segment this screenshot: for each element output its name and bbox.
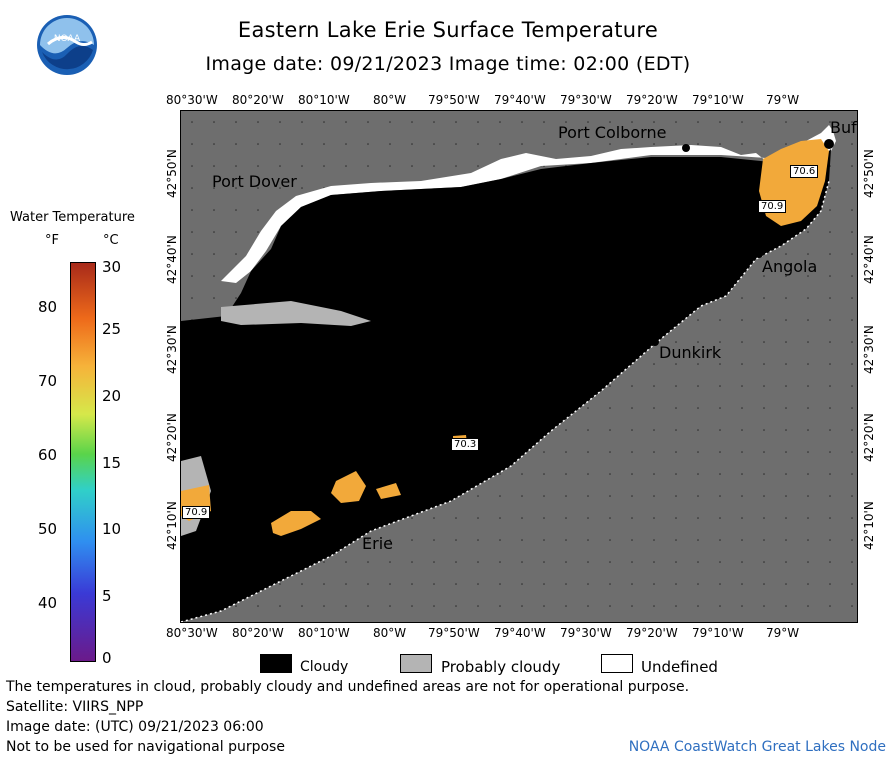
lon-tick-bottom-9: 79°10'W (692, 626, 744, 640)
temp-label-buffalo-b: 70.9 (758, 200, 787, 213)
lat-tick-right-4: 42°20'N (862, 413, 876, 462)
lake-map (180, 111, 857, 623)
legend-title: Water Temperature (10, 210, 135, 225)
lat-tick-left-1: 42°50'N (165, 149, 179, 198)
lat-tick-right-1: 42°50'N (862, 149, 876, 198)
key-probably-cloudy-label: Probably cloudy (441, 658, 561, 676)
color-bar-f-80: 80 (38, 298, 58, 316)
color-bar-c-10: 10 (102, 520, 122, 538)
place-port-colborne: Port Colborne (558, 123, 667, 142)
logo-text: NOAA (54, 34, 81, 44)
lat-tick-right-5: 42°10'N (862, 501, 876, 550)
lat-tick-left-4: 42°20'N (165, 413, 179, 462)
color-bar (70, 262, 96, 662)
lat-tick-left-5: 42°10'N (165, 501, 179, 550)
lon-tick-bottom-10: 79°W (766, 626, 800, 640)
color-bar-c-25: 25 (102, 320, 122, 338)
temp-label-mid-lake: 70.3 (451, 438, 480, 451)
lon-tick-top-7: 79°30'W (560, 93, 612, 107)
place-dunkirk: Dunkirk (659, 343, 722, 362)
lon-tick-top-6: 79°40'W (494, 93, 546, 107)
temp-label-buffalo-a: 70.6 (790, 165, 819, 178)
color-bar-f-40: 40 (38, 594, 58, 612)
key-probably-cloudy-swatch (400, 654, 432, 673)
footer-credit-link[interactable]: NOAA CoastWatch Great Lakes Node (628, 739, 886, 755)
lon-tick-bottom-3: 80°10'W (298, 626, 350, 640)
lon-tick-bottom-1: 80°30'W (166, 626, 218, 640)
color-bar-c-5: 5 (102, 587, 112, 605)
lon-tick-bottom-4: 80°W (373, 626, 407, 640)
key-undefined-swatch (601, 654, 633, 673)
place-erie: Erie (362, 534, 393, 553)
color-bar-c-20: 20 (102, 387, 122, 405)
color-bar-f-70: 70 (38, 372, 58, 390)
noaa-logo: NOAA (36, 14, 98, 76)
footer-navigation-warning: Not to be used for navigational purpose (6, 739, 285, 755)
lon-tick-bottom-5: 79°50'W (428, 626, 480, 640)
map-frame (180, 110, 858, 623)
warm-water-erie (271, 511, 321, 536)
lon-tick-top-2: 80°20'W (232, 93, 284, 107)
place-buffalo: Buf (830, 118, 857, 137)
color-bar-c-15: 15 (102, 454, 122, 472)
lon-tick-top-9: 79°10'W (692, 93, 744, 107)
lon-tick-bottom-7: 79°30'W (560, 626, 612, 640)
lat-tick-right-2: 42°40'N (862, 235, 876, 284)
place-port-dover: Port Dover (212, 172, 297, 191)
page-subtitle: Image date: 09/21/2023 Image time: 02:00… (205, 53, 691, 75)
lon-tick-top-5: 79°50'W (428, 93, 480, 107)
key-undefined-label: Undefined (641, 658, 718, 676)
key-cloudy-swatch (260, 654, 292, 673)
legend-unit-f: °F (45, 233, 59, 248)
lon-tick-top-3: 80°10'W (298, 93, 350, 107)
lon-tick-bottom-6: 79°40'W (494, 626, 546, 640)
footer-disclaimer: The temperatures in cloud, probably clou… (6, 679, 690, 695)
lon-tick-bottom-8: 79°20'W (626, 626, 678, 640)
lat-tick-right-3: 42°30'N (862, 325, 876, 374)
lon-tick-top-4: 80°W (373, 93, 407, 107)
footer-image-date: Image date: (UTC) 09/21/2023 06:00 (6, 719, 264, 735)
lon-tick-top-1: 80°30'W (166, 93, 218, 107)
lat-tick-left-2: 42°40'N (165, 235, 179, 284)
temp-label-west: 70.9 (182, 506, 211, 519)
color-bar-c-0: 0 (102, 649, 112, 667)
page-title: Eastern Lake Erie Surface Temperature (237, 18, 659, 42)
lake-erie (181, 149, 831, 622)
lon-tick-bottom-2: 80°20'W (232, 626, 284, 640)
footer-satellite: Satellite: VIIRS_NPP (6, 699, 144, 715)
color-bar-c-30: 30 (102, 258, 122, 276)
place-angola: Angola (762, 257, 818, 276)
lon-tick-top-10: 79°W (766, 93, 800, 107)
lat-tick-left-3: 42°30'N (165, 325, 179, 374)
lon-tick-top-8: 79°20'W (626, 93, 678, 107)
key-cloudy-label: Cloudy (300, 659, 349, 675)
color-bar-f-60: 60 (38, 446, 58, 464)
color-bar-f-50: 50 (38, 520, 58, 538)
legend-unit-c: °C (103, 233, 119, 248)
